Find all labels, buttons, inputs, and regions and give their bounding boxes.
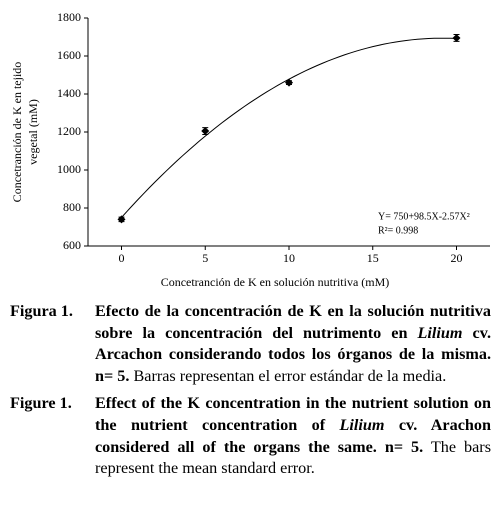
captions: Figura 1. Efecto de la concentración de K…: [10, 301, 491, 486]
caption-part: Efecto de la concentración de K en la so…: [95, 302, 491, 342]
caption-part: Lilium: [417, 323, 463, 342]
y-axis-label: vegetal (mM): [26, 99, 40, 165]
chart: Concetranción de K en solución nutritiva…: [10, 10, 490, 289]
y-tick-label: 1200: [57, 124, 81, 138]
point: [201, 127, 210, 136]
x-tick-label: 15: [367, 251, 379, 265]
x-tick-label: 0: [119, 251, 125, 265]
point: [452, 33, 461, 42]
caption-part: The bars represent the mean standard err…: [95, 437, 491, 478]
r-squared: R²= 0.998: [378, 225, 418, 236]
x-axis-label: Concetranción de K en solución nutritiva…: [161, 275, 390, 289]
y-tick-label: 1600: [57, 48, 81, 62]
caption-part: cv. Arcachon considerando todos los órga…: [95, 323, 491, 385]
x-tick-label: 10: [283, 251, 295, 265]
y-tick-label: 1800: [57, 10, 81, 24]
caption-text: Efecto de la concentración de K en la so…: [95, 301, 491, 387]
caption-label: Figure 1.: [10, 394, 72, 413]
caption-label: Figura 1.: [10, 302, 73, 320]
fit-curve: [121, 37, 457, 218]
point: [285, 78, 293, 87]
y-tick-label: 1000: [57, 162, 81, 176]
y-tick-label: 1400: [57, 86, 81, 100]
y-axis-label: Concetranción de K en tejido: [10, 62, 24, 203]
y-tick-label: 800: [63, 200, 81, 214]
y-tick-label: 600: [63, 238, 81, 252]
x-tick-label: 5: [202, 251, 208, 265]
equation: Y= 750+98.5X-2.57X²: [378, 211, 470, 222]
caption-part: Barras representan el error estándar de …: [129, 366, 447, 385]
caption-part: Lilium: [339, 415, 385, 434]
caption-part: cv. Arachon considered all of the organs…: [95, 415, 491, 456]
caption-text: Effect of the K concentration in the nut…: [95, 393, 491, 479]
caption: Figure 1. Effect of the K concentration i…: [10, 393, 491, 479]
x-tick-label: 20: [451, 251, 463, 265]
caption-part: Effect of the K concentration in the nut…: [95, 394, 491, 434]
caption: Figura 1. Efecto de la concentración de K…: [10, 301, 491, 387]
point: [117, 215, 126, 224]
